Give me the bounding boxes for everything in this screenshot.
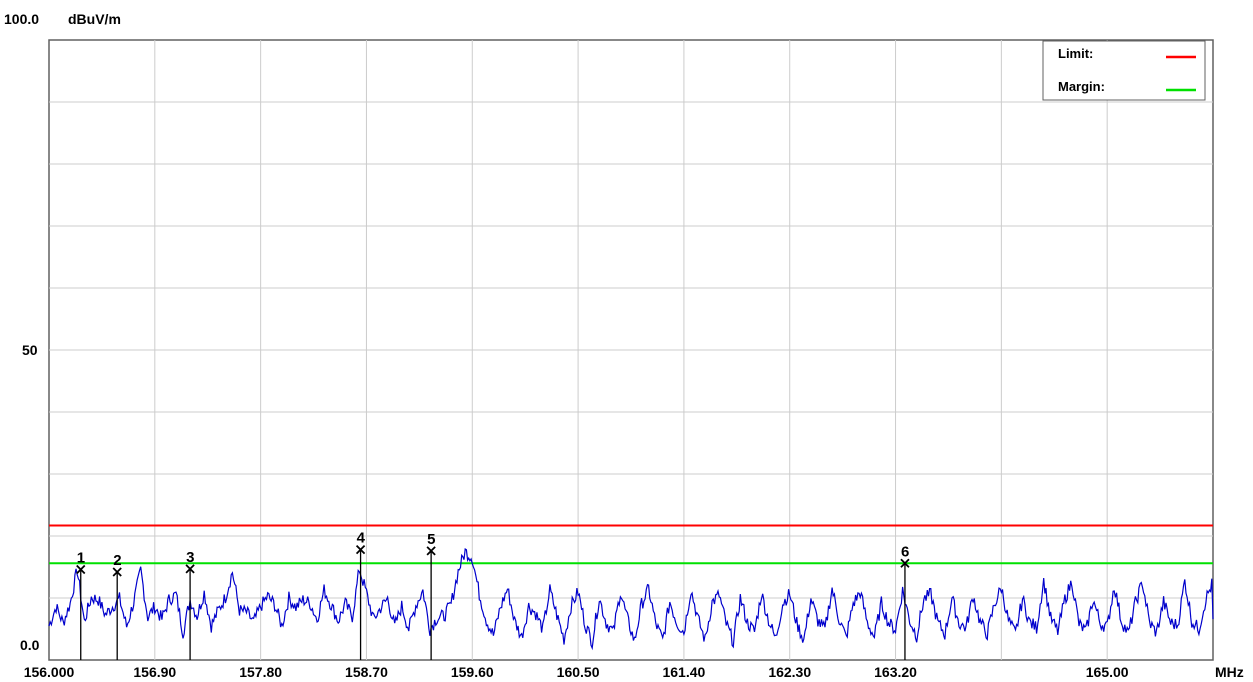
x-tick-label: 157.80 — [239, 664, 282, 680]
y-bottom-label: 0.0 — [20, 637, 40, 653]
marker-5-label: 5 — [427, 531, 435, 548]
legend: Limit: Margin: — [1042, 40, 1206, 101]
x-tick-label: 159.60 — [451, 664, 494, 680]
x-tick-label: 156.000 — [24, 664, 75, 680]
reference-lines — [49, 524, 1213, 565]
y-top-label: 100.0 — [4, 11, 39, 27]
grid — [49, 40, 1213, 660]
marker-1-label: 1 — [77, 549, 85, 566]
x-tick-label: 156.90 — [133, 664, 176, 680]
marker-6-cross — [900, 558, 910, 568]
marker-2-cross — [112, 567, 122, 577]
x-tick-label: 163.20 — [874, 664, 917, 680]
y-mid-label: 50 — [22, 342, 38, 358]
marker-3-cross — [185, 564, 195, 574]
marker-1-cross — [76, 564, 86, 575]
x-tick-labels: 156.000 156.90 157.80 158.70 159.60 160.50 161… — [24, 664, 1129, 680]
measurement-trace — [48, 548, 1214, 651]
trace-group — [48, 548, 1214, 651]
y-unit-label: dBuV/m — [68, 11, 121, 27]
x-tick-label: 158.70 — [345, 664, 388, 680]
marker-2-label: 2 — [113, 552, 121, 569]
x-tick-label: 160.50 — [557, 664, 600, 680]
x-unit-label: MHz — [1215, 664, 1244, 680]
x-tick-label: 161.40 — [662, 664, 705, 680]
marker-5-cross — [426, 546, 436, 556]
marker-4-cross — [355, 545, 366, 555]
marker-6-label: 6 — [901, 543, 909, 560]
markers-group: 1 2 3 4 5 6 — [76, 530, 910, 660]
legend-margin-label: Margin: — [1058, 79, 1105, 94]
x-tick-label: 162.30 — [768, 664, 811, 680]
x-tick-label: 165.00 — [1086, 664, 1129, 680]
marker-4-label: 4 — [357, 530, 366, 547]
legend-limit-label: Limit: — [1058, 46, 1093, 61]
marker-3-label: 3 — [186, 549, 194, 566]
